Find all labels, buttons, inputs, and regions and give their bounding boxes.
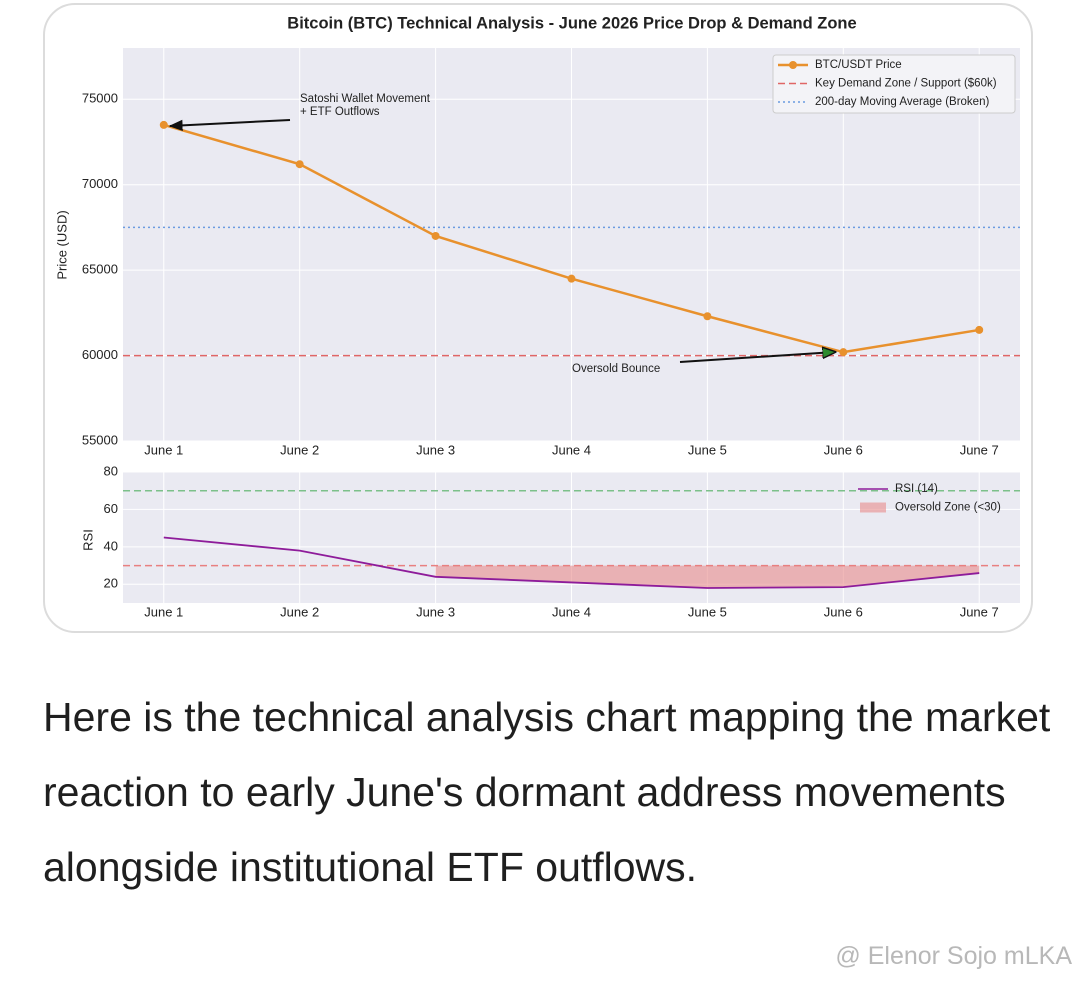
legend-label: BTC/USDT Price: [815, 59, 902, 71]
legend-label: Key Demand Zone / Support ($60k): [815, 78, 997, 90]
x-tick-label: June 1: [144, 442, 183, 457]
x-tick-label: June 3: [416, 604, 455, 619]
legend-label: RSI (14): [895, 483, 938, 495]
legend-marker: [789, 61, 797, 69]
y-axis-label: Price (USD): [54, 210, 69, 279]
data-point: [975, 325, 984, 334]
y-axis-label: RSI: [80, 529, 95, 551]
x-tick-label: June 4: [552, 604, 591, 619]
y-tick-label: 60: [104, 501, 118, 516]
y-tick-label: 40: [104, 538, 118, 553]
y-tick-label: 75000: [82, 91, 118, 106]
chart-card: [43, 3, 1033, 633]
data-point: [703, 312, 712, 321]
x-tick-label: June 7: [960, 604, 999, 619]
legend-label: Oversold Zone (<30): [895, 502, 1001, 514]
chart-title: Bitcoin (BTC) Technical Analysis - June …: [287, 14, 856, 32]
data-point: [567, 274, 576, 283]
legend-swatch: [860, 502, 886, 513]
chart: Bitcoin (BTC) Technical Analysis - June …: [54, 14, 1020, 619]
watermark: @ Elenor Sojo mLKA: [835, 942, 1072, 970]
x-tick-label: June 6: [824, 442, 863, 457]
x-tick-label: June 5: [688, 604, 727, 619]
x-tick-label: June 3: [416, 442, 455, 457]
x-tick-label: June 7: [960, 442, 999, 457]
x-tick-label: June 6: [824, 604, 863, 619]
annotation: Satoshi Wallet Movement: [300, 93, 431, 105]
annotation-arrow: [679, 352, 835, 363]
annotation: Oversold Bounce: [572, 363, 660, 375]
y-tick-label: 55000: [82, 432, 118, 447]
annotation-arrow: [168, 119, 291, 131]
y-tick-label: 80: [104, 463, 118, 478]
data-point: [839, 348, 848, 357]
x-tick-label: June 2: [280, 442, 319, 457]
data-point: [159, 120, 168, 129]
message: Here is the technical analysis chart map…: [43, 694, 1051, 890]
annotation: + ETF Outflows: [300, 106, 380, 118]
data-point: [295, 160, 304, 169]
y-tick-label: 65000: [82, 262, 118, 277]
data-point: [431, 231, 440, 240]
legend-box: [772, 54, 1016, 114]
x-tick-label: June 4: [552, 442, 591, 457]
y-tick-label: 60000: [82, 347, 118, 362]
x-tick-label: June 1: [144, 604, 183, 619]
x-tick-label: June 5: [688, 442, 727, 457]
legend-label: 200-day Moving Average (Broken): [815, 96, 989, 108]
x-tick-label: June 2: [280, 604, 319, 619]
series-line: [163, 536, 980, 589]
y-tick-label: 20: [104, 576, 118, 591]
y-tick-label: 70000: [82, 176, 118, 191]
